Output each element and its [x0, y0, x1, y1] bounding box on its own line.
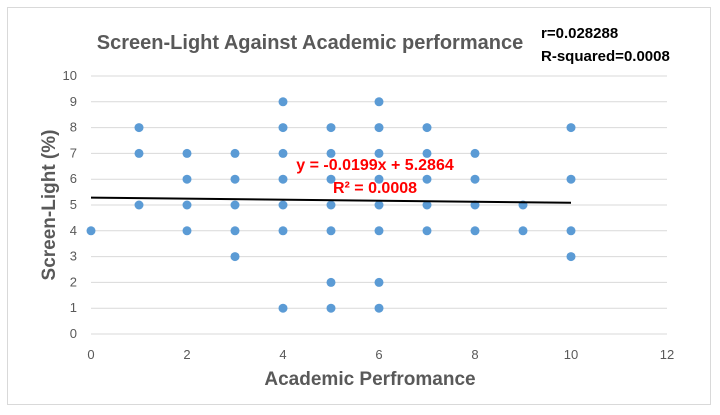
x-axis-title: Academic Perfromance	[264, 369, 475, 390]
trendline-r-squared: R² = 0.0008	[333, 180, 417, 197]
x-tick-label: 12	[660, 347, 674, 362]
data-point	[374, 123, 384, 133]
data-point	[278, 123, 288, 133]
data-point	[182, 148, 192, 158]
data-point	[230, 148, 240, 158]
data-point	[518, 226, 528, 236]
data-point	[326, 123, 336, 133]
data-point	[374, 174, 384, 184]
y-tick-label: 1	[70, 300, 77, 315]
data-point	[134, 200, 144, 210]
data-point	[230, 226, 240, 236]
data-point	[134, 123, 144, 133]
data-point	[566, 174, 576, 184]
stat-r-squared: R-squared=0.0008	[541, 48, 670, 65]
data-point	[374, 200, 384, 210]
data-point	[230, 252, 240, 262]
y-tick-label: 7	[70, 145, 77, 160]
y-tick-label: 9	[70, 94, 77, 109]
data-point	[470, 148, 480, 158]
x-tick-label: 6	[375, 347, 382, 362]
chart-title: Screen-Light Against Academic performanc…	[97, 32, 523, 54]
y-tick-label: 6	[70, 171, 77, 186]
data-point	[326, 226, 336, 236]
data-point	[278, 174, 288, 184]
data-point	[470, 174, 480, 184]
data-point	[374, 226, 384, 236]
data-point	[566, 123, 576, 133]
data-point	[278, 97, 288, 107]
data-point	[230, 200, 240, 210]
x-tick-label: 0	[87, 347, 94, 362]
data-point	[86, 226, 96, 236]
data-point	[374, 148, 384, 158]
data-point	[134, 148, 144, 158]
data-point	[422, 123, 432, 133]
data-point	[374, 277, 384, 287]
y-axis-title: Screen-Light (%)	[39, 130, 60, 281]
data-point	[566, 226, 576, 236]
data-point	[278, 226, 288, 236]
stat-r: r=0.028288	[541, 25, 618, 42]
x-tick-label: 10	[564, 347, 578, 362]
y-tick-label: 0	[70, 326, 77, 341]
data-points	[86, 97, 576, 313]
data-point	[374, 303, 384, 313]
data-point	[278, 148, 288, 158]
data-point	[470, 200, 480, 210]
y-tick-label: 3	[70, 249, 77, 264]
data-point	[374, 97, 384, 107]
y-tick-label: 5	[70, 197, 77, 212]
data-point	[326, 200, 336, 210]
x-tick-label: 4	[279, 347, 286, 362]
y-tick-label: 10	[63, 68, 77, 83]
data-point	[230, 174, 240, 184]
trendline	[90, 196, 572, 204]
trendline-equation: y = -0.0199x + 5.2864	[296, 157, 454, 174]
data-point	[182, 200, 192, 210]
data-point	[326, 303, 336, 313]
data-point	[566, 252, 576, 262]
data-point	[278, 303, 288, 313]
data-point	[326, 277, 336, 287]
y-tick-label: 2	[70, 274, 77, 289]
x-axis-ticks: 0 2 4 6 8 10 12	[87, 347, 674, 362]
x-tick-label: 2	[183, 347, 190, 362]
y-axis-ticks: 0 1 2 3 4 5 6 7 8 9 10	[63, 68, 77, 341]
chart-frame	[7, 7, 711, 405]
data-point	[326, 148, 336, 158]
data-point	[182, 226, 192, 236]
data-point	[422, 200, 432, 210]
x-tick-label: 8	[471, 347, 478, 362]
data-point	[470, 226, 480, 236]
data-point	[326, 174, 336, 184]
y-tick-label: 4	[70, 223, 77, 238]
data-point	[278, 200, 288, 210]
y-tick-label: 8	[70, 120, 77, 135]
data-point	[422, 148, 432, 158]
data-point	[182, 174, 192, 184]
data-point	[422, 226, 432, 236]
data-point	[422, 174, 432, 184]
